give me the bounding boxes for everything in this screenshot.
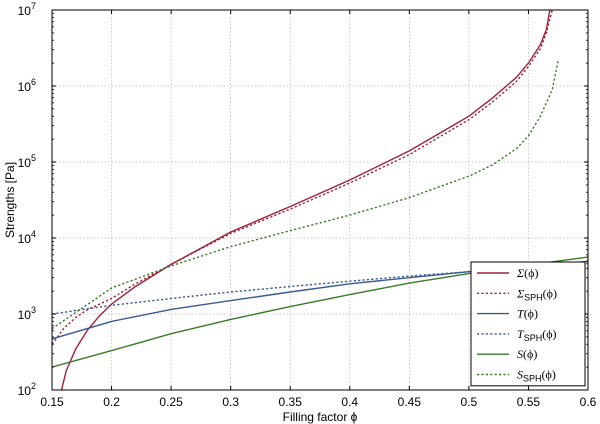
series-line-5 xyxy=(52,59,559,330)
legend-label: ΣSPH(ϕ) xyxy=(516,286,557,302)
x-tick-labels: 0.15 0.2 0.25 0.3 0.35 0.4 0.45 0.5 0.55 0.6 xyxy=(40,395,596,409)
x-tick-label: 0.6 xyxy=(580,395,597,409)
y-axis-title: Strengths [Pa] xyxy=(3,162,17,238)
y-tick-label: 103 xyxy=(18,305,36,322)
legend-label: S(ϕ) xyxy=(517,347,537,361)
y-tick-label: 102 xyxy=(18,381,36,398)
x-tick-label: 0.3 xyxy=(222,395,239,409)
x-axis-title: Filling factor ϕ xyxy=(283,410,358,424)
x-tick-label: 0.4 xyxy=(341,395,358,409)
grid xyxy=(52,10,588,390)
x-tick-label: 0.2 xyxy=(103,395,120,409)
y-tick-label: 105 xyxy=(18,153,36,170)
legend-label: TSPH(ϕ) xyxy=(517,327,557,343)
x-tick-label: 0.15 xyxy=(40,395,64,409)
legend-label: SSPH(ϕ) xyxy=(517,368,556,384)
x-tick-label: 0.25 xyxy=(159,395,183,409)
x-tick-label: 0.45 xyxy=(398,395,422,409)
plot-frame xyxy=(51,9,589,391)
y-tick-label: 104 xyxy=(18,229,36,246)
series-line-0 xyxy=(60,10,551,390)
y-tick-label: 107 xyxy=(18,1,36,18)
legend: Σ(ϕ) ΣSPH(ϕ) T(ϕ) TSPH(ϕ) S(ϕ) SSPH(ϕ) xyxy=(470,261,586,387)
legend-label: T(ϕ) xyxy=(517,307,538,321)
legend-box xyxy=(470,261,586,387)
x-tick-label: 0.55 xyxy=(517,395,541,409)
legend-label: Σ(ϕ) xyxy=(516,266,538,280)
x-tick-label: 0.5 xyxy=(461,395,478,409)
axis-ticks xyxy=(51,9,589,391)
y-tick-label: 106 xyxy=(18,77,36,94)
x-tick-label: 0.35 xyxy=(279,395,303,409)
y-tick-labels: 102 103 104 105 106 107 xyxy=(18,1,36,398)
